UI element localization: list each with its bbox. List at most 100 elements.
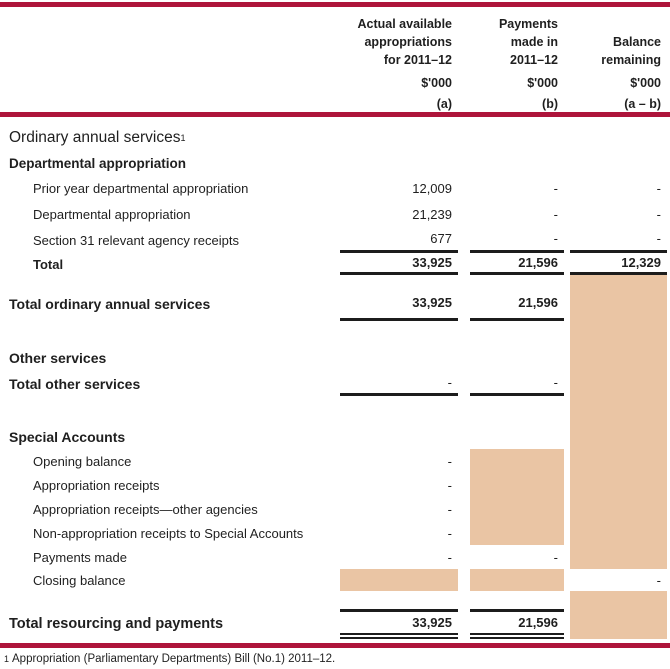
section-row-special-accounts: Special Accounts: [0, 424, 670, 449]
column-header-line: for 2011–12: [383, 53, 452, 67]
shaded-cell: [570, 497, 667, 521]
column-header-line: appropriations: [364, 35, 452, 49]
value-cell-b: -: [553, 206, 558, 222]
value-cell-a: -: [447, 477, 452, 493]
row-label: Total: [33, 256, 64, 272]
shaded-cell: [570, 521, 667, 545]
value-cell-a: -: [447, 453, 452, 469]
row-label: Prior year departmental appropriation: [33, 180, 249, 196]
column-header-line: Balance: [613, 35, 661, 49]
value-cell-b: -: [470, 227, 564, 253]
value-cell-b: 21,596: [470, 609, 564, 639]
shaded-cell: [570, 287, 667, 321]
shaded-cell: [570, 275, 667, 287]
section-row-ordinary-annual-services: Ordinary annual services 1: [0, 125, 670, 151]
table-row-total-other-services: Total other services - -: [0, 371, 670, 396]
value-cell-a: 21,239: [412, 206, 452, 222]
value-cell-c: -: [656, 206, 661, 222]
shaded-cell: [470, 569, 564, 591]
value-cell-a: -: [447, 549, 452, 565]
value-cell-c: -: [656, 180, 661, 196]
row-label: Appropriation receipts—other agencies: [33, 501, 258, 517]
section-title: Other services: [9, 350, 107, 366]
empty-cell: [470, 151, 564, 175]
value-cell-a: -: [340, 371, 458, 396]
table-header: Actual available appropriations for 2011…: [0, 7, 670, 112]
table-row-section-31-receipts: Section 31 relevant agency receipts 677 …: [0, 227, 670, 253]
value-cell-b: -: [553, 180, 558, 196]
value-cell-c: -: [656, 572, 661, 588]
value-cell-b: -: [470, 371, 564, 396]
shaded-cell: [570, 609, 667, 639]
value-cell-c: 12,329: [570, 253, 667, 275]
value-cell-a: 33,925: [340, 253, 458, 275]
value-cell-a: 12,009: [412, 180, 452, 196]
section-title-text: Ordinary annual services: [9, 129, 181, 146]
top-red-rule: [0, 2, 670, 7]
header-label-spacer: [0, 7, 340, 112]
shaded-cell: [470, 473, 564, 497]
shaded-cell: [570, 591, 667, 609]
bottom-red-rule: [0, 643, 670, 648]
empty-cell: [570, 151, 667, 175]
table-row-total-departmental: Total 33,925 21,596 12,329: [0, 253, 670, 275]
row-label: Closing balance: [33, 572, 126, 588]
shaded-cell: [570, 396, 667, 424]
row-label: Opening balance: [33, 453, 132, 469]
section-title: Departmental appropriation: [9, 155, 187, 171]
column-unit: $'000: [527, 76, 558, 90]
empty-cell: [340, 151, 458, 175]
row-label: Payments made: [33, 549, 127, 565]
spacer-row: [0, 396, 670, 424]
column-header-actual-appropriations: Actual available appropriations for 2011…: [340, 7, 458, 112]
footnote-text: Appropriation (Parliamentary Departments…: [12, 653, 336, 665]
shaded-cell: [570, 545, 667, 569]
column-header-line: made in: [510, 35, 558, 49]
row-label: Non-appropriation receipts to Special Ac…: [33, 525, 304, 541]
column-header-line: remaining: [601, 53, 661, 67]
empty-cell: [340, 125, 458, 151]
row-label: Total resourcing and payments: [9, 616, 224, 632]
column-header-line: Actual available: [357, 17, 453, 31]
row-label: Total other services: [9, 375, 141, 392]
column-header-balance-remaining: Balance remaining $'000 (a – b): [570, 7, 667, 112]
row-label: Departmental appropriation: [33, 206, 191, 222]
value-cell-c: -: [570, 227, 667, 253]
header-bottom-red-rule: [0, 112, 670, 117]
table-row-closing-balance: Closing balance -: [0, 569, 670, 591]
shaded-cell: [470, 497, 564, 521]
table-row-total-resourcing-and-payments: Total resourcing and payments 33,925 21,…: [0, 609, 670, 639]
shaded-cell: [570, 424, 667, 449]
empty-cell: [470, 125, 564, 151]
table-row-prior-year: Prior year departmental appropriation 12…: [0, 175, 670, 201]
spacer-row: [0, 321, 670, 345]
column-key: (a): [436, 97, 452, 111]
section-title: Special Accounts: [9, 428, 126, 445]
column-header-payments-made: Payments made in 2011–12 $'000 (b): [470, 7, 564, 112]
section-title: Ordinary annual services 1: [0, 125, 340, 151]
table-row-appropriation-receipts: Appropriation receipts -: [0, 473, 670, 497]
table-row-departmental-appropriation: Departmental appropriation 21,239 - -: [0, 201, 670, 227]
shaded-cell: [570, 473, 667, 497]
footnote-number: 1: [4, 654, 10, 664]
value-cell-a: 33,925: [340, 287, 458, 321]
footnote-marker: 1: [180, 133, 186, 143]
column-unit: $'000: [630, 76, 661, 90]
spacer-row: [0, 591, 670, 609]
table-row-appropriation-receipts-other-agencies: Appropriation receipts—other agencies -: [0, 497, 670, 521]
table-body: Ordinary annual services 1 Departmental a…: [0, 125, 670, 639]
footnote: 1 Appropriation (Parliamentary Departmen…: [0, 648, 670, 669]
shaded-cell: [340, 569, 458, 591]
column-unit: $'000: [421, 76, 452, 90]
table-row-total-ordinary-annual-services: Total ordinary annual services 33,925 21…: [0, 287, 670, 321]
empty-cell: [570, 125, 667, 151]
value-cell-b: -: [553, 549, 558, 565]
section-row-other-services: Other services: [0, 345, 670, 371]
shaded-cell: [570, 321, 667, 345]
row-label: Total ordinary annual services: [9, 296, 211, 312]
section-row-departmental-appropriation: Departmental appropriation: [0, 151, 670, 175]
column-key: (a – b): [624, 97, 661, 111]
table-row-opening-balance: Opening balance -: [0, 449, 670, 473]
table-row-payments-made: Payments made - -: [0, 545, 670, 569]
